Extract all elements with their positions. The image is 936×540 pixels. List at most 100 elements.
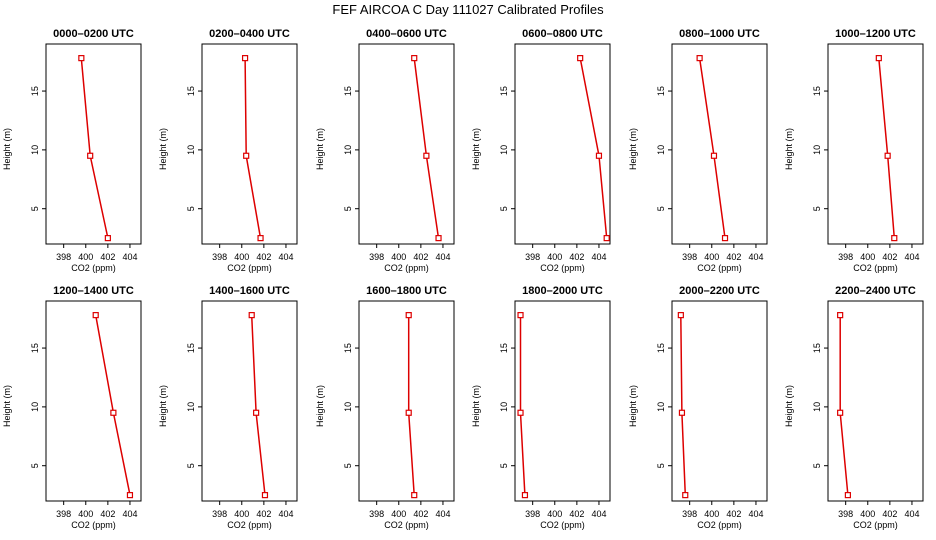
- y-tick-label: 10: [499, 145, 509, 155]
- x-tick-label: 402: [100, 252, 115, 262]
- profile-line: [250, 315, 266, 496]
- x-tick-label: 400: [704, 509, 719, 519]
- x-tick-label: 404: [748, 509, 763, 519]
- panel-10: 1800–2000 UTC 398 400 402 404 5 10 15 CO2 (ppm) H…: [471, 285, 611, 530]
- x-tick-label: 404: [435, 252, 450, 262]
- x-tick-label: 402: [100, 509, 115, 519]
- data-point: [78, 55, 85, 62]
- y-tick-label: 5: [343, 463, 353, 468]
- data-point: [875, 55, 882, 62]
- y-tick-label: 5: [186, 463, 196, 468]
- y-tick-label: 15: [499, 343, 509, 353]
- data-point: [721, 235, 729, 242]
- profile-line: [878, 58, 896, 239]
- y-tick-label: 15: [186, 86, 196, 96]
- x-tick-label: 400: [391, 252, 406, 262]
- y-tick-label: 10: [343, 145, 353, 155]
- plot-frame: [827, 300, 924, 502]
- panel-title: 0000–0200 UTC: [53, 28, 134, 40]
- data-point: [248, 312, 255, 319]
- y-axis-label: Height (m): [471, 128, 481, 170]
- x-tick-label: 404: [122, 509, 137, 519]
- x-tick-label: 404: [748, 252, 763, 262]
- x-tick-label: 400: [234, 252, 249, 262]
- x-axis-label: CO2 (ppm): [853, 520, 898, 530]
- y-tick-label: 5: [812, 463, 822, 468]
- y-axis-label: Height (m): [315, 385, 325, 427]
- y-tick-label: 5: [30, 206, 40, 211]
- x-tick-label: 404: [591, 252, 606, 262]
- x-axis-label: CO2 (ppm): [853, 263, 898, 273]
- x-tick-label: 398: [525, 509, 540, 519]
- x-axis-label: CO2 (ppm): [71, 263, 116, 273]
- panel-1: 0000–0200 UTC 398 400 402 404 5 10 15 CO2 (ppm) H…: [2, 28, 142, 273]
- x-tick-label: 402: [413, 252, 428, 262]
- plot-frame: [514, 43, 611, 245]
- y-tick-label: 5: [186, 206, 196, 211]
- y-tick-label: 5: [812, 206, 822, 211]
- plot-frame: [514, 300, 611, 502]
- x-tick-label: 404: [278, 252, 293, 262]
- y-tick-label: 15: [656, 343, 666, 353]
- profile-line: [244, 58, 262, 239]
- y-tick-label: 15: [812, 86, 822, 96]
- x-axis-label: CO2 (ppm): [384, 263, 429, 273]
- x-axis-label: CO2 (ppm): [71, 520, 116, 530]
- x-tick-label: 404: [904, 509, 919, 519]
- panel-2: 0200–0400 UTC 398 400 402 404 5 10 15 CO2 (ppm) H…: [158, 28, 298, 273]
- y-tick-label: 5: [30, 463, 40, 468]
- data-point: [837, 312, 844, 319]
- y-axis-label: Height (m): [784, 128, 794, 170]
- x-tick-label: 400: [547, 252, 562, 262]
- data-point: [677, 312, 684, 319]
- y-tick-label: 15: [30, 343, 40, 353]
- plot-frame: [201, 43, 298, 245]
- x-tick-label: 398: [212, 509, 227, 519]
- panel-title: 0600–0800 UTC: [522, 28, 603, 40]
- x-tick-label: 400: [547, 509, 562, 519]
- x-tick-label: 402: [256, 509, 271, 519]
- y-axis-label: Height (m): [628, 128, 638, 170]
- data-point: [261, 492, 269, 499]
- data-point: [521, 492, 529, 499]
- data-point: [517, 312, 524, 319]
- y-tick-label: 15: [30, 86, 40, 96]
- profile-line: [579, 57, 608, 239]
- profile-line: [407, 315, 415, 496]
- data-point: [92, 312, 99, 319]
- data-point: [126, 492, 134, 499]
- x-axis-label: CO2 (ppm): [227, 263, 272, 273]
- x-axis-label: CO2 (ppm): [540, 263, 585, 273]
- x-tick-label: 398: [838, 252, 853, 262]
- plot-frame: [45, 43, 142, 245]
- y-axis-label: Height (m): [784, 385, 794, 427]
- x-tick-label: 398: [56, 252, 71, 262]
- y-tick-label: 10: [656, 402, 666, 412]
- y-axis-label: Height (m): [2, 128, 12, 170]
- y-tick-label: 10: [812, 145, 822, 155]
- panel-title: 1400–1600 UTC: [209, 285, 290, 297]
- profile-line: [680, 315, 687, 496]
- x-tick-label: 404: [591, 509, 606, 519]
- data-point: [837, 409, 844, 416]
- y-tick-label: 10: [30, 145, 40, 155]
- y-tick-label: 15: [186, 343, 196, 353]
- x-axis-label: CO2 (ppm): [697, 520, 742, 530]
- y-tick-label: 15: [343, 343, 353, 353]
- profile-line: [80, 58, 109, 239]
- data-point: [243, 152, 250, 159]
- panel-title: 0800–1000 UTC: [679, 28, 760, 40]
- panel-4: 0600–0800 UTC 398 400 402 404 5 10 15 CO2 (ppm) H…: [471, 28, 611, 273]
- y-tick-label: 10: [343, 402, 353, 412]
- y-tick-label: 5: [656, 463, 666, 468]
- panel-title: 2200–2400 UTC: [835, 285, 916, 297]
- profile-line: [94, 314, 131, 496]
- plot-frame: [671, 43, 768, 245]
- panel-title: 0200–0400 UTC: [209, 28, 290, 40]
- data-point: [110, 409, 117, 416]
- x-tick-label: 398: [682, 252, 697, 262]
- x-tick-label: 400: [78, 252, 93, 262]
- data-point: [104, 235, 111, 242]
- x-tick-label: 398: [369, 252, 384, 262]
